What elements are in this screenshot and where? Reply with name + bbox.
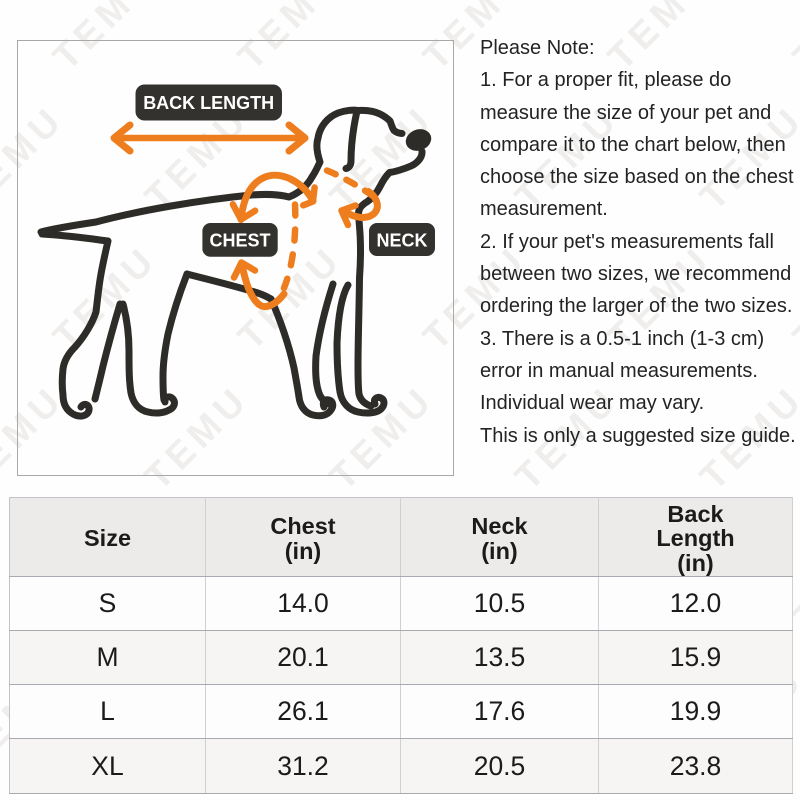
svg-text:NECK: NECK: [376, 231, 427, 251]
svg-text:BACK LENGTH: BACK LENGTH: [143, 93, 274, 113]
svg-text:CHEST: CHEST: [209, 231, 270, 251]
